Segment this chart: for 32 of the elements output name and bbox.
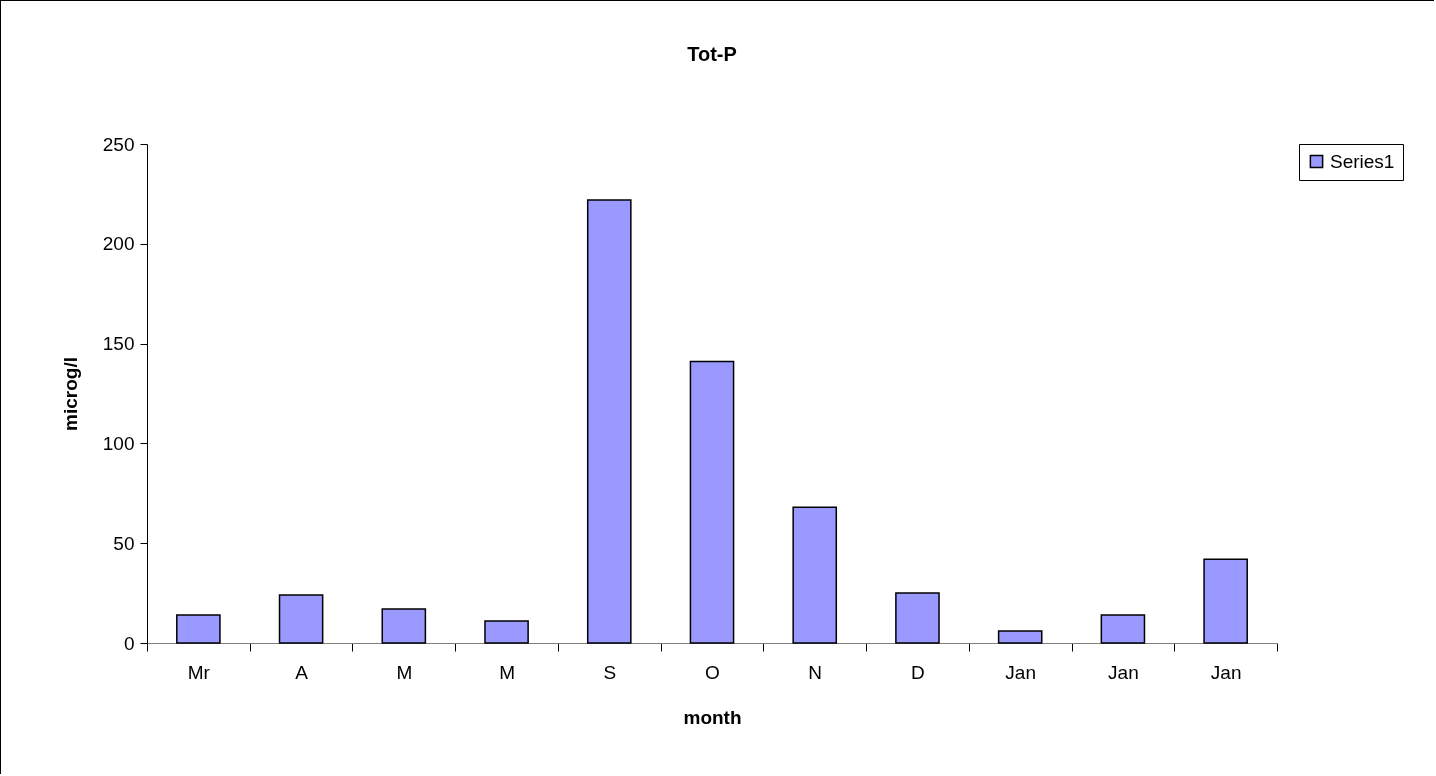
x-tick-label: S [603, 661, 617, 683]
x-axis-title: month [683, 706, 742, 728]
x-tick-label: M [396, 661, 413, 683]
bar [381, 608, 427, 644]
x-tick-label: Jan [1005, 661, 1036, 683]
x-tick-label: D [911, 661, 925, 683]
x-tick-label: Mr [187, 661, 211, 683]
x-tick-label: A [295, 661, 309, 683]
y-tick-label: 250 [102, 133, 135, 155]
bar [997, 630, 1043, 644]
x-tick-label: N [808, 661, 823, 683]
bar [484, 620, 529, 644]
bar [278, 594, 324, 644]
bar [1203, 558, 1248, 644]
chart-title: Tot-P [687, 43, 737, 65]
bar [689, 360, 735, 644]
bar [586, 199, 632, 644]
y-tick-label: 50 [113, 532, 135, 554]
bar [792, 506, 838, 644]
y-tick-label: 200 [102, 233, 135, 255]
x-tick-label: M [499, 661, 515, 683]
y-tick-label: 0 [123, 632, 135, 654]
y-tick-label: 150 [102, 333, 135, 355]
legend-label: Series1 [1330, 150, 1395, 172]
x-tick-label: Jan [1108, 661, 1139, 683]
bar [176, 614, 221, 644]
bar [895, 592, 940, 644]
y-tick-label: 100 [102, 432, 135, 454]
x-tick-label: Jan [1210, 661, 1242, 683]
bar [1100, 614, 1146, 644]
y-axis-title: microg/l [59, 357, 81, 431]
x-tick-label: O [705, 661, 720, 683]
